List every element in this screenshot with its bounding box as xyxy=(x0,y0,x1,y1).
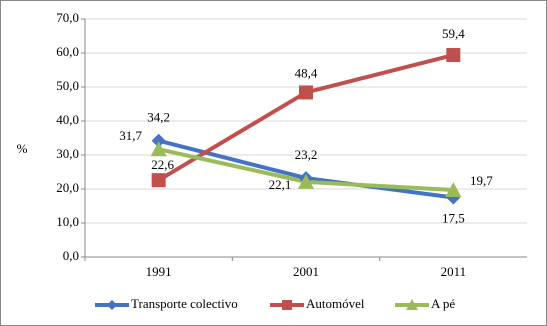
marker xyxy=(107,300,117,310)
marker xyxy=(282,300,292,310)
data-label: 48,4 xyxy=(295,65,318,80)
y-tick-label: 0,0 xyxy=(63,248,79,263)
marker xyxy=(151,173,166,188)
y-axis-label: % xyxy=(17,141,28,156)
y-tick-label: 60,0 xyxy=(56,44,79,59)
data-label: 22,1 xyxy=(269,177,292,192)
marker xyxy=(445,182,462,198)
y-tick-label: 50,0 xyxy=(56,78,79,93)
x-tick-label: 2001 xyxy=(293,264,319,279)
data-label: 17,5 xyxy=(442,210,465,225)
marker xyxy=(446,48,461,63)
marker xyxy=(151,133,166,148)
y-tick-label: 70,0 xyxy=(56,10,79,25)
data-label: 19,7 xyxy=(470,173,493,188)
x-tick-label: 2011 xyxy=(441,264,467,279)
data-label: 59,4 xyxy=(442,26,465,41)
legend-label: Automóvel xyxy=(306,296,365,311)
marker xyxy=(150,141,167,157)
data-label: 34,2 xyxy=(147,110,170,125)
legend-label: Transporte colectivo xyxy=(131,296,238,311)
marker xyxy=(298,173,314,189)
data-label: 23,2 xyxy=(295,147,318,162)
y-tick-label: 10,0 xyxy=(56,214,79,229)
marker xyxy=(406,299,418,310)
data-label: 31,7 xyxy=(119,128,142,143)
marker xyxy=(299,85,313,100)
x-tick-label: 1991 xyxy=(146,264,172,279)
legend-label: A pé xyxy=(431,296,455,311)
y-tick-label: 40,0 xyxy=(56,112,79,127)
y-tick-label: 20,0 xyxy=(56,180,79,195)
y-tick-label: 30,0 xyxy=(56,146,79,161)
data-label: 22,6 xyxy=(151,157,174,172)
